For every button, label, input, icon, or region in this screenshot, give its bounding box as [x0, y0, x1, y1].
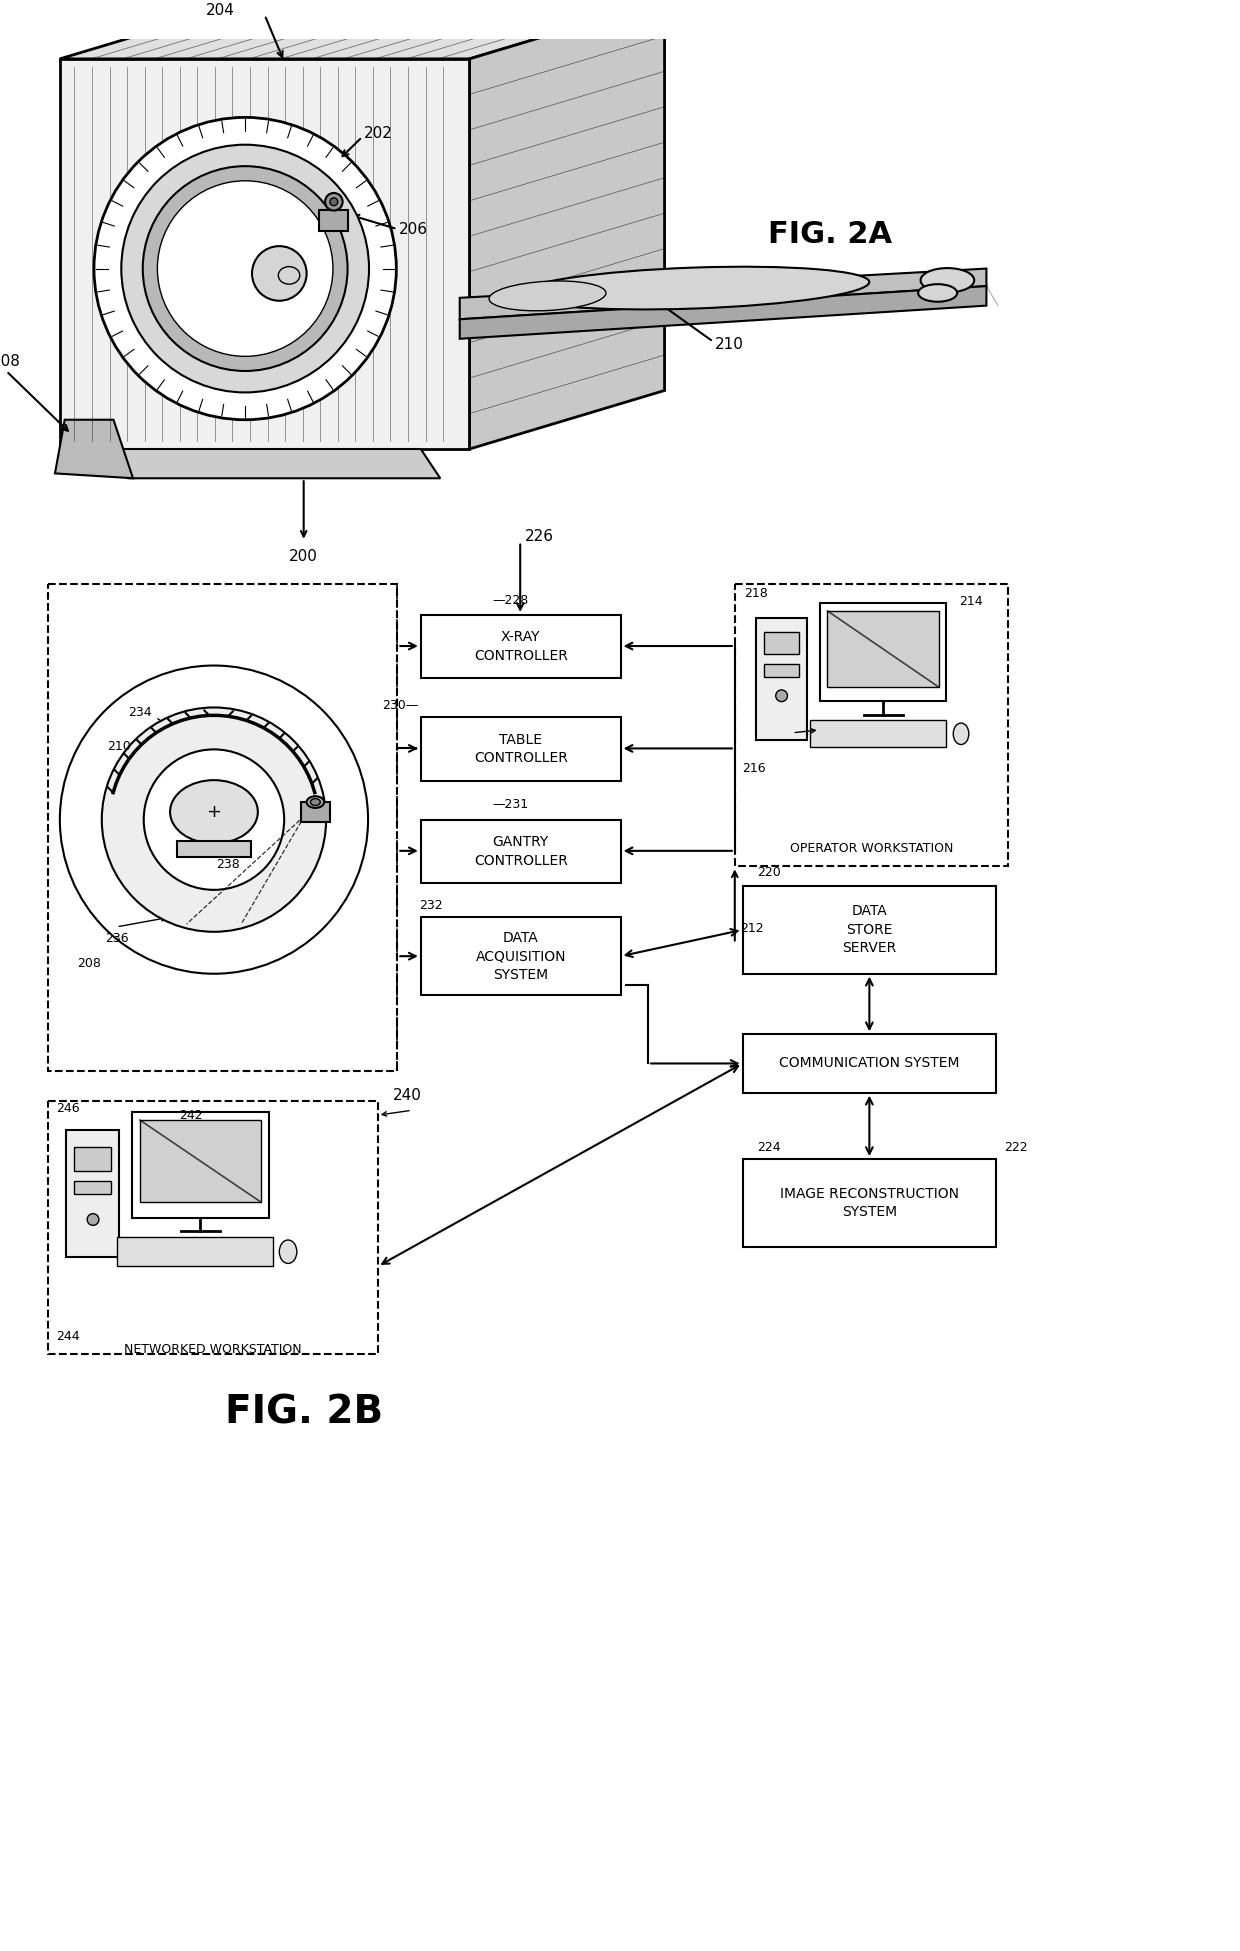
- Text: IMAGE RECONSTRUCTION
SYSTEM: IMAGE RECONSTRUCTION SYSTEM: [780, 1186, 959, 1219]
- Text: 204: 204: [206, 2, 236, 18]
- Ellipse shape: [489, 281, 606, 310]
- FancyBboxPatch shape: [743, 1034, 996, 1093]
- Text: 202: 202: [365, 127, 393, 142]
- Text: TABLE
CONTROLLER: TABLE CONTROLLER: [474, 734, 568, 765]
- Text: 240: 240: [392, 1089, 422, 1102]
- Text: 236: 236: [104, 933, 128, 944]
- FancyBboxPatch shape: [301, 802, 330, 821]
- FancyBboxPatch shape: [131, 1112, 269, 1217]
- FancyBboxPatch shape: [743, 886, 996, 974]
- Circle shape: [143, 166, 347, 371]
- Text: 208: 208: [77, 958, 102, 970]
- Text: 212: 212: [739, 923, 764, 935]
- Text: 244: 244: [56, 1331, 79, 1342]
- Text: 216: 216: [743, 763, 766, 775]
- FancyBboxPatch shape: [66, 1130, 119, 1256]
- Text: 224: 224: [758, 1141, 781, 1153]
- Polygon shape: [460, 269, 986, 320]
- Text: NETWORKED WORKSTATION: NETWORKED WORKSTATION: [124, 1342, 301, 1356]
- Text: —228: —228: [492, 593, 528, 607]
- Ellipse shape: [310, 798, 320, 806]
- Text: 238: 238: [216, 858, 239, 870]
- Circle shape: [252, 246, 306, 300]
- FancyBboxPatch shape: [177, 841, 250, 856]
- Text: 226: 226: [525, 529, 554, 544]
- Text: 206: 206: [399, 222, 428, 236]
- Text: 210: 210: [715, 338, 744, 351]
- FancyBboxPatch shape: [764, 632, 799, 654]
- Text: +: +: [206, 802, 222, 821]
- Circle shape: [60, 665, 368, 974]
- Text: 200: 200: [289, 548, 319, 564]
- Text: —231: —231: [492, 798, 528, 812]
- Polygon shape: [60, 0, 665, 59]
- Ellipse shape: [170, 780, 258, 843]
- Polygon shape: [460, 287, 986, 339]
- Ellipse shape: [279, 1241, 296, 1264]
- FancyBboxPatch shape: [743, 1159, 996, 1247]
- Ellipse shape: [306, 796, 324, 808]
- FancyBboxPatch shape: [118, 1237, 274, 1266]
- Text: DATA
STORE
SERVER: DATA STORE SERVER: [842, 905, 897, 956]
- Text: 222: 222: [1004, 1141, 1028, 1153]
- FancyBboxPatch shape: [735, 583, 1008, 866]
- FancyBboxPatch shape: [48, 583, 397, 1071]
- Circle shape: [102, 708, 326, 933]
- Text: FIG. 2A: FIG. 2A: [769, 220, 893, 250]
- Ellipse shape: [954, 724, 968, 745]
- Ellipse shape: [518, 267, 869, 310]
- FancyBboxPatch shape: [420, 917, 621, 995]
- Polygon shape: [470, 0, 665, 449]
- Text: 234: 234: [128, 706, 151, 718]
- Ellipse shape: [278, 267, 300, 285]
- Text: GANTRY
CONTROLLER: GANTRY CONTROLLER: [474, 835, 568, 868]
- Text: 220: 220: [758, 866, 781, 878]
- Circle shape: [122, 144, 370, 392]
- Circle shape: [776, 691, 787, 702]
- FancyBboxPatch shape: [810, 720, 946, 747]
- Text: OPERATOR WORKSTATION: OPERATOR WORKSTATION: [790, 843, 954, 855]
- FancyBboxPatch shape: [420, 819, 621, 884]
- Text: 208: 208: [0, 353, 21, 369]
- FancyBboxPatch shape: [820, 603, 946, 700]
- Text: 246: 246: [56, 1102, 79, 1114]
- FancyBboxPatch shape: [420, 615, 621, 679]
- FancyBboxPatch shape: [319, 209, 348, 230]
- Circle shape: [325, 193, 342, 211]
- Text: DATA
ACQUISITION
SYSTEM: DATA ACQUISITION SYSTEM: [475, 931, 565, 981]
- Text: 230—: 230—: [382, 698, 419, 712]
- Text: FIG. 2B: FIG. 2B: [224, 1393, 383, 1432]
- Circle shape: [157, 181, 334, 357]
- Polygon shape: [55, 419, 133, 478]
- FancyBboxPatch shape: [140, 1120, 260, 1202]
- Ellipse shape: [920, 267, 975, 293]
- Circle shape: [330, 197, 337, 205]
- FancyBboxPatch shape: [48, 1100, 378, 1354]
- FancyBboxPatch shape: [73, 1147, 110, 1171]
- Circle shape: [94, 117, 397, 419]
- Text: 218: 218: [744, 587, 769, 599]
- Text: X-RAY
CONTROLLER: X-RAY CONTROLLER: [474, 630, 568, 663]
- FancyBboxPatch shape: [73, 1180, 110, 1194]
- Circle shape: [87, 1214, 99, 1225]
- FancyBboxPatch shape: [756, 618, 807, 739]
- Polygon shape: [109, 449, 440, 478]
- Text: 214: 214: [959, 595, 983, 607]
- FancyBboxPatch shape: [60, 59, 470, 449]
- Text: 232: 232: [419, 899, 443, 911]
- Ellipse shape: [918, 285, 957, 302]
- Text: COMMUNICATION SYSTEM: COMMUNICATION SYSTEM: [779, 1055, 960, 1071]
- FancyBboxPatch shape: [764, 663, 799, 677]
- Text: 242: 242: [179, 1108, 202, 1122]
- FancyBboxPatch shape: [827, 611, 939, 687]
- Text: 210: 210: [107, 739, 130, 753]
- Circle shape: [144, 749, 284, 890]
- FancyBboxPatch shape: [420, 718, 621, 780]
